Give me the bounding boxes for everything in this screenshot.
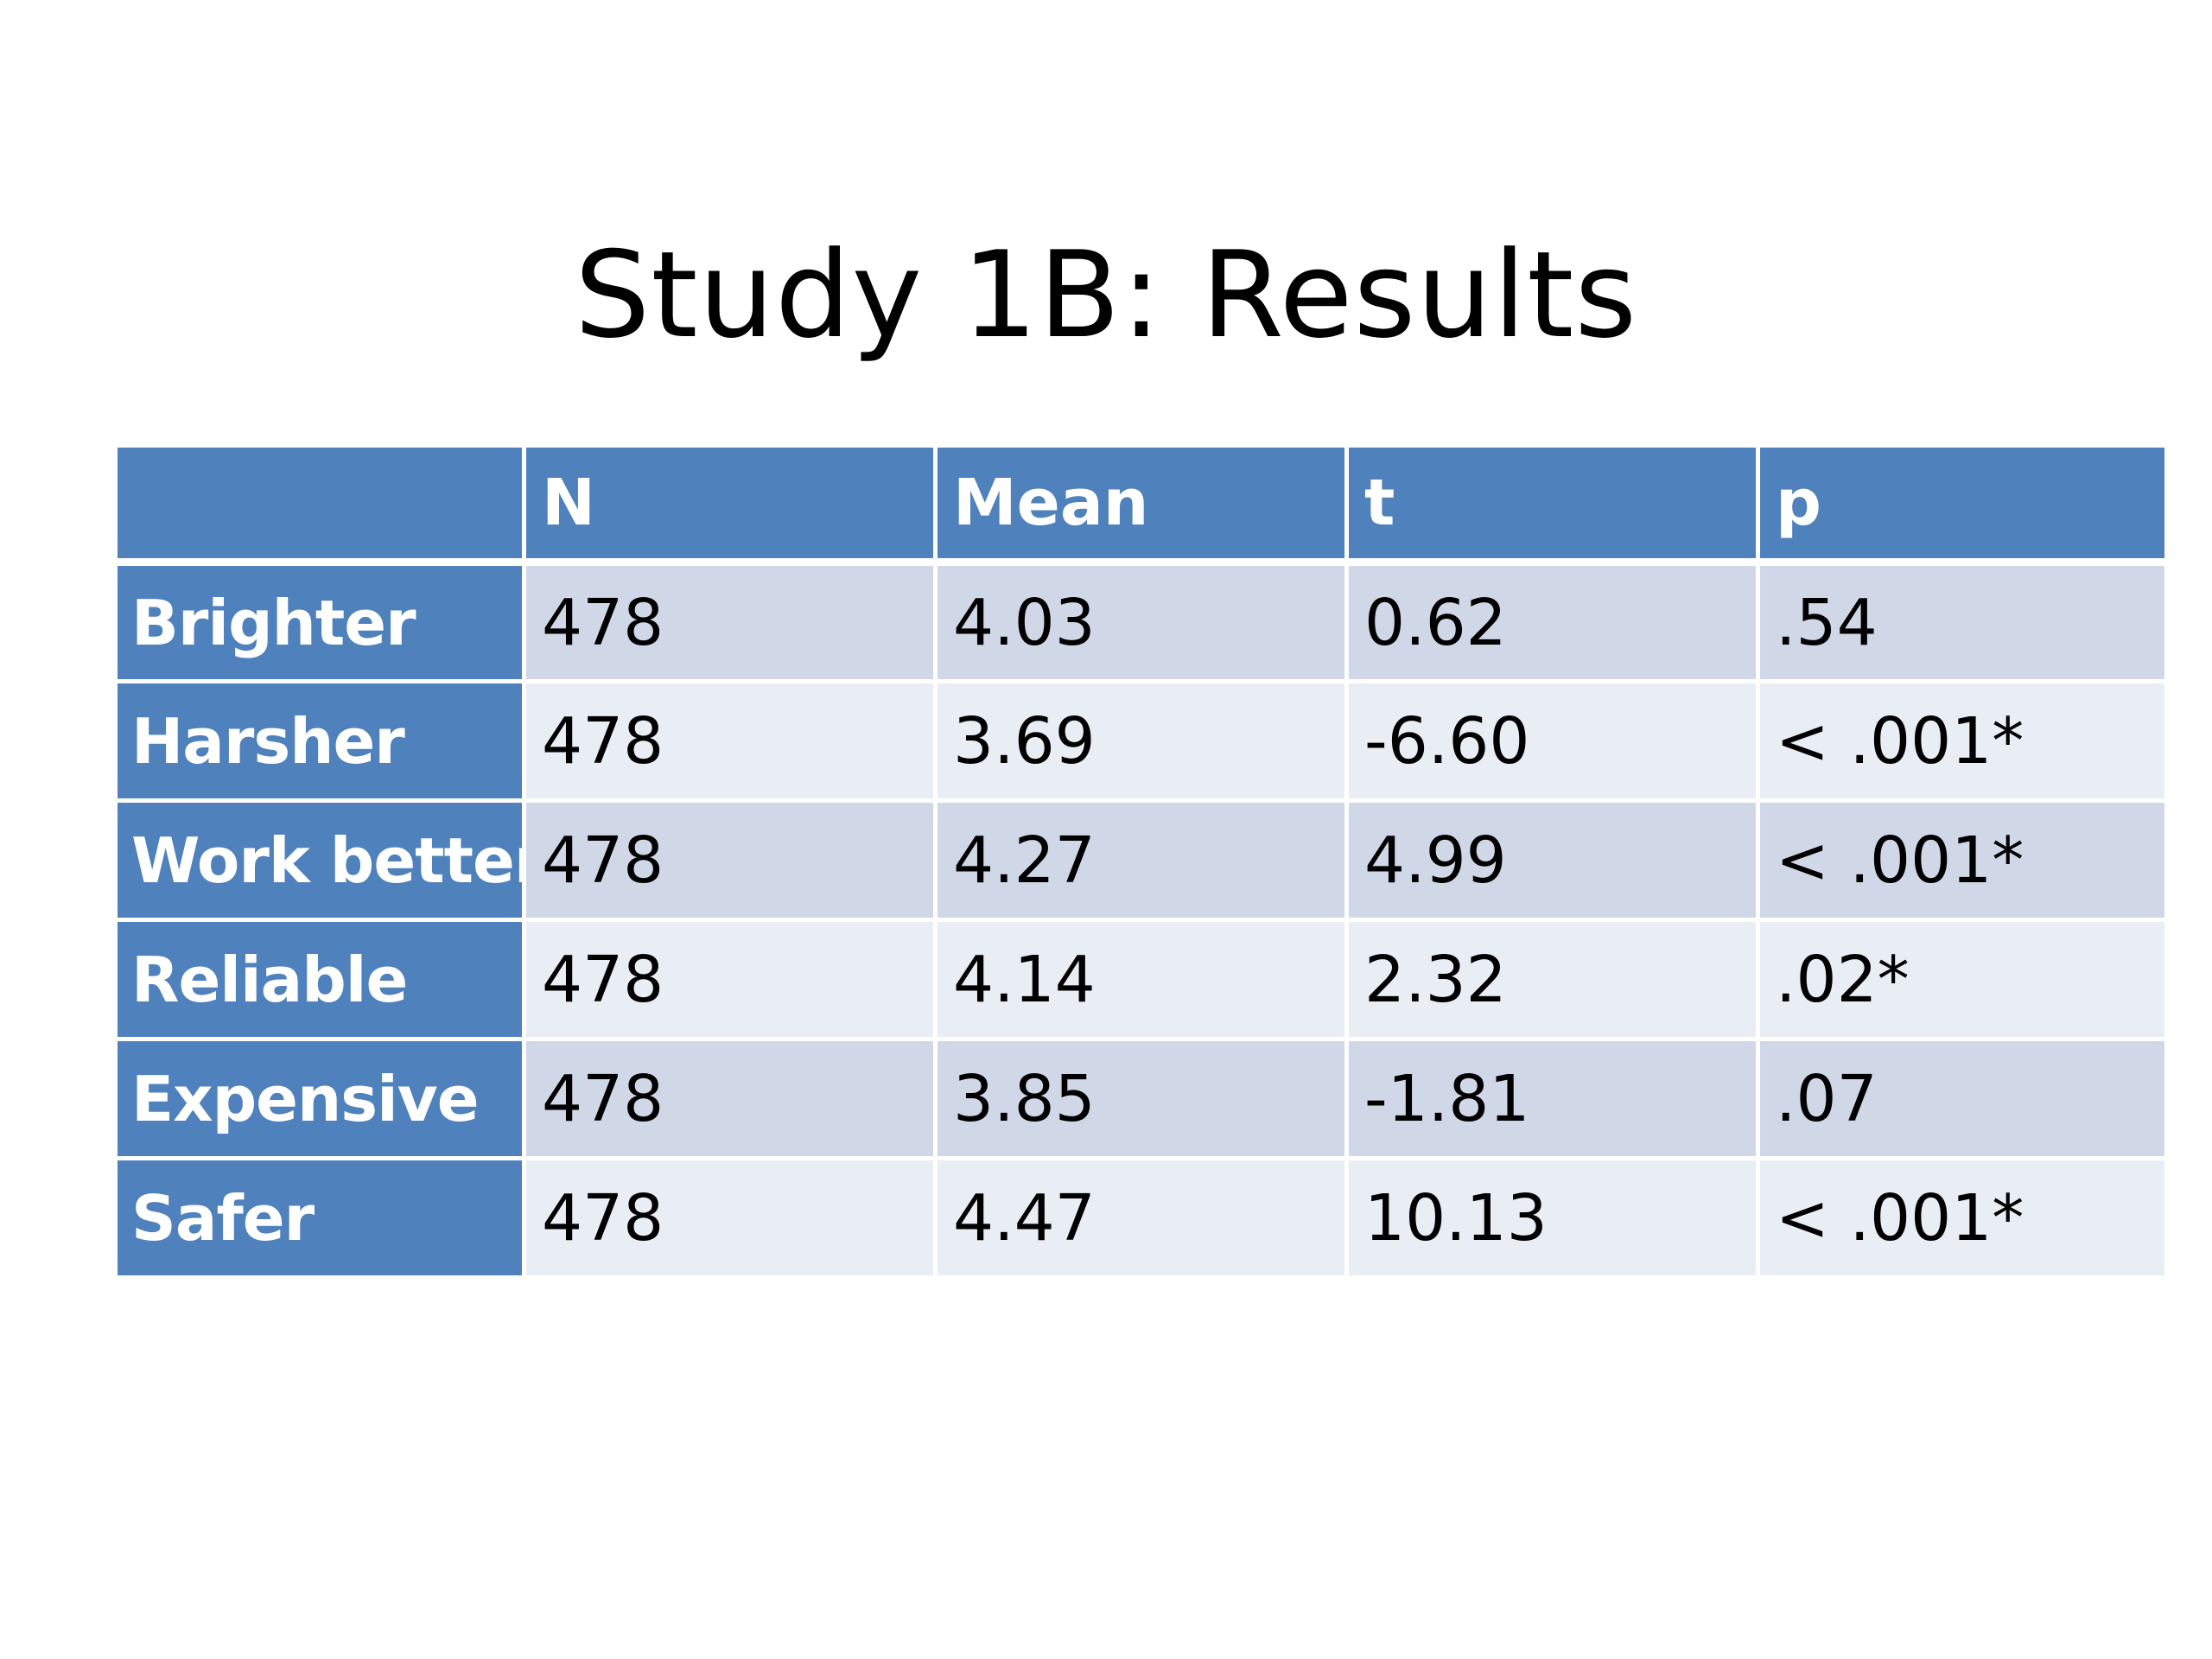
- cell-t: 10.13: [1344, 1156, 1760, 1280]
- table-row: Safer 478 4.47 10.13 < .001*: [113, 1156, 2169, 1280]
- row-label: Brighter: [113, 560, 526, 683]
- row-label: Reliable: [113, 918, 526, 1041]
- cell-t: -6.60: [1344, 679, 1760, 803]
- table-header-row: N Mean t p: [113, 443, 2169, 566]
- table-row: Work better 478 4.27 4.99 < .001*: [113, 798, 2169, 922]
- cell-p: < .001*: [1756, 798, 2169, 922]
- cell-t: 4.99: [1344, 798, 1760, 922]
- row-label: Safer: [113, 1156, 526, 1280]
- cell-mean: 4.03: [933, 560, 1349, 683]
- cell-n: 478: [522, 798, 938, 922]
- header-cell-n: N: [522, 443, 938, 566]
- cell-n: 478: [522, 1156, 938, 1280]
- row-label: Expensive: [113, 1037, 526, 1160]
- cell-p: < .001*: [1756, 679, 2169, 803]
- slide-title: Study 1B: Results: [574, 226, 1638, 365]
- cell-p: .07: [1756, 1037, 2169, 1160]
- header-cell-p: p: [1756, 443, 2169, 566]
- cell-mean: 4.47: [933, 1156, 1349, 1280]
- cell-t: 0.62: [1344, 560, 1760, 683]
- cell-n: 478: [522, 918, 938, 1041]
- header-cell-mean: Mean: [933, 443, 1349, 566]
- table-row: Reliable 478 4.14 2.32 .02*: [113, 918, 2169, 1041]
- cell-mean: 3.85: [933, 1037, 1349, 1160]
- table-row: Harsher 478 3.69 -6.60 < .001*: [113, 679, 2169, 803]
- header-cell-t: t: [1344, 443, 1760, 566]
- cell-mean: 4.27: [933, 798, 1349, 922]
- row-label: Work better: [113, 798, 526, 922]
- row-label: Harsher: [113, 679, 526, 803]
- cell-n: 478: [522, 560, 938, 683]
- cell-t: 2.32: [1344, 918, 1760, 1041]
- cell-mean: 4.14: [933, 918, 1349, 1041]
- results-table: N Mean t p Brighter 478 4.03 0.62 .54 Ha…: [113, 443, 2169, 1280]
- cell-p: .02*: [1756, 918, 2169, 1041]
- cell-p: .54: [1756, 560, 2169, 683]
- cell-p: < .001*: [1756, 1156, 2169, 1280]
- cell-n: 478: [522, 679, 938, 803]
- cell-n: 478: [522, 1037, 938, 1160]
- table-row: Brighter 478 4.03 0.62 .54: [113, 560, 2169, 683]
- table-row: Expensive 478 3.85 -1.81 .07: [113, 1037, 2169, 1160]
- header-cell-label: [113, 443, 526, 566]
- cell-t: -1.81: [1344, 1037, 1760, 1160]
- cell-mean: 3.69: [933, 679, 1349, 803]
